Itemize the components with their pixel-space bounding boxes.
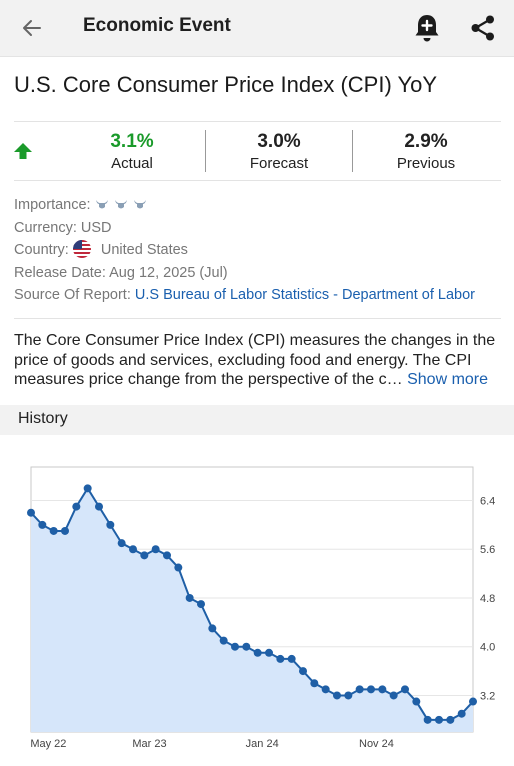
data-point: [378, 685, 387, 694]
importance-rating: [95, 197, 148, 213]
data-point: [140, 551, 149, 560]
currency-label: Currency:: [14, 219, 77, 236]
divider: [14, 318, 501, 319]
data-point: [423, 715, 432, 724]
y-tick-label: 6.4: [480, 496, 495, 508]
data-point: [151, 545, 160, 554]
show-more-link[interactable]: Show more: [407, 371, 489, 388]
country-row: Country: United States: [14, 239, 475, 262]
data-point: [163, 551, 171, 560]
country-label: Country:: [14, 242, 69, 258]
event-title: U.S. Core Consumer Price Index (CPI) YoY: [14, 72, 438, 97]
data-point: [401, 685, 409, 694]
top-app-bar: Economic Event: [0, 0, 514, 57]
y-tick-label: 4.0: [480, 642, 495, 654]
history-chart: 6.4 5.6 4.8 4.0 3.2 May 22 Mar 23 Jan 24 Nov 24: [27, 466, 495, 750]
y-tick-label: 5.6: [480, 544, 495, 556]
data-point: [367, 685, 375, 694]
data-point: [72, 502, 81, 511]
currency-value: USD: [80, 219, 112, 236]
data-point: [219, 636, 228, 645]
data-point: [299, 667, 307, 676]
bull-icon: [114, 200, 127, 209]
data-point: [389, 691, 398, 700]
country-value: United States: [100, 242, 188, 258]
forecast-label: Forecast: [249, 155, 309, 172]
actual-stat: 3.1% Actual: [62, 131, 202, 172]
release-date-label: Release Date:: [14, 264, 106, 281]
forecast-stat: 3.0% Forecast: [209, 131, 349, 172]
bell-plus-icon[interactable]: [413, 13, 441, 43]
event-details: Importance: Currency: USD Country: Unite…: [14, 194, 475, 307]
source-link[interactable]: U.S Bureau of Labor Statistics - Departm…: [134, 287, 476, 303]
actual-label: Actual: [111, 155, 153, 172]
currency-row: Currency: USD: [14, 217, 475, 240]
stat-divider: [352, 130, 353, 172]
data-point: [27, 508, 35, 517]
x-tick-label: May 22: [30, 738, 66, 750]
event-description: The Core Consumer Price Index (CPI) meas…: [14, 331, 502, 390]
series-area: [31, 488, 473, 732]
data-point: [435, 715, 443, 724]
y-tick-label: 4.8: [480, 593, 495, 605]
importance-label: Importance:: [14, 197, 91, 213]
description-text: The Core Consumer Price Index (CPI) meas…: [14, 332, 496, 388]
data-point: [208, 624, 217, 633]
bull-icon: [133, 200, 146, 209]
data-point: [95, 502, 103, 511]
x-tick-label: Jan 24: [246, 738, 279, 750]
x-tick-label: Nov 24: [359, 738, 394, 750]
data-point: [185, 593, 194, 602]
data-point: [321, 685, 330, 694]
previous-value: 2.9%: [404, 131, 448, 152]
history-section-header: History: [0, 405, 514, 435]
release-date-row: Release Date: Aug 12, 2025 (Jul): [14, 262, 475, 285]
previous-stat: 2.9% Previous: [356, 131, 496, 172]
data-point: [38, 520, 47, 529]
data-point: [106, 520, 115, 529]
data-point: [265, 648, 273, 657]
event-stats: 3.1% Actual 3.0% Forecast 2.9% Previous: [14, 121, 501, 181]
data-point: [117, 539, 126, 548]
y-tick-label: 3.2: [480, 690, 495, 702]
series-line: [30, 486, 474, 721]
data-point: [412, 697, 421, 706]
data-point: [129, 545, 137, 554]
data-point: [242, 642, 251, 651]
data-point: [49, 526, 58, 535]
history-label: History: [18, 410, 68, 427]
data-point: [333, 691, 341, 700]
data-point: [276, 654, 285, 663]
importance-row: Importance:: [14, 194, 475, 217]
arrow-up-icon: [14, 143, 32, 159]
share-icon[interactable]: [469, 14, 497, 42]
source-row: Source Of Report: U.S Bureau of Labor St…: [14, 284, 475, 307]
actual-value: 3.1%: [110, 131, 154, 152]
data-point: [253, 648, 262, 657]
previous-label: Previous: [396, 155, 456, 172]
arrow-left-icon[interactable]: [20, 16, 44, 40]
page-title: Economic Event: [83, 15, 231, 36]
data-point: [174, 563, 183, 572]
data-point: [61, 526, 69, 535]
data-point: [231, 642, 239, 651]
source-label: Source Of Report:: [14, 287, 131, 303]
us-flag-icon: [72, 240, 91, 259]
data-point: [197, 600, 205, 609]
data-point: [83, 484, 92, 493]
data-point: [457, 709, 466, 718]
stat-divider: [205, 130, 206, 172]
data-point: [310, 679, 319, 688]
data-point: [344, 691, 353, 700]
data-point: [287, 654, 296, 663]
data-point: [446, 715, 455, 724]
release-date-value: Aug 12, 2025 (Jul): [109, 264, 228, 281]
x-tick-label: Mar 23: [132, 738, 166, 750]
data-point: [469, 697, 477, 706]
forecast-value: 3.0%: [257, 131, 301, 152]
bull-icon: [95, 200, 108, 209]
data-point: [355, 685, 364, 694]
